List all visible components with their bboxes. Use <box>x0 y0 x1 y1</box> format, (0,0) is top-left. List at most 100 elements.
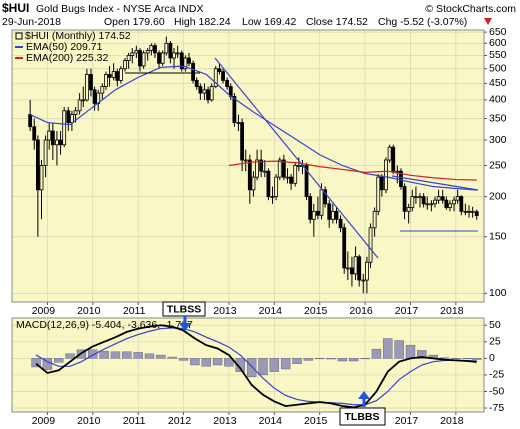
histogram-bar <box>371 348 382 359</box>
candle-body <box>247 159 252 191</box>
candle-body <box>232 96 237 123</box>
x-tick-label: 2010 <box>77 305 101 317</box>
candle-body <box>414 196 418 199</box>
candle-body <box>236 122 241 124</box>
panel-border <box>11 29 485 303</box>
x-tick-label: 2017 <box>395 415 419 427</box>
x-tick-label: 2010 <box>77 415 101 427</box>
y-tick-label: 350 <box>489 112 507 124</box>
x-tick-label: 2015 <box>304 305 328 317</box>
candle-body <box>84 74 89 101</box>
y-tick-label: 550 <box>489 49 507 61</box>
candle-body <box>459 196 464 212</box>
candle-body <box>338 218 343 229</box>
candle-body <box>47 130 52 141</box>
candle-body <box>440 196 445 201</box>
candle-body <box>429 203 434 206</box>
candle-body <box>111 71 116 78</box>
candle-body <box>327 203 332 220</box>
candle-body <box>104 74 108 87</box>
candle-body <box>221 71 225 81</box>
histogram-bar <box>144 353 155 359</box>
candle-body <box>157 52 161 64</box>
histogram-bar <box>110 351 121 359</box>
candle-body <box>421 196 426 205</box>
candle-body <box>115 71 120 81</box>
candle-body <box>262 170 267 173</box>
candle-body <box>345 267 350 270</box>
candle-body <box>58 139 63 146</box>
candle-body <box>138 50 142 67</box>
candle-body <box>376 176 381 212</box>
y-tick-label: -50 <box>489 385 504 397</box>
candle-body <box>266 170 271 198</box>
histogram-bar <box>326 358 336 360</box>
candle-body <box>384 159 388 191</box>
y-tick-label: -75 <box>489 402 504 414</box>
plot-area: 6506005505004504003503002502001501002009… <box>11 26 507 427</box>
candle-body <box>372 210 377 229</box>
y-tick-label: 500 <box>489 63 507 75</box>
histogram-bar <box>405 344 416 359</box>
macd-line <box>35 324 477 409</box>
candle-body <box>315 210 320 216</box>
candle-body <box>395 170 400 173</box>
candle-body <box>209 86 214 101</box>
legend-swatch <box>15 32 23 40</box>
candle-body <box>168 42 173 59</box>
index-name: Gold Bugs Index - NYSE Arca INDX <box>36 3 204 15</box>
histogram-bar <box>99 350 109 359</box>
candle-body <box>402 186 407 212</box>
arrow-head <box>179 323 191 331</box>
x-tick-label: 2018 <box>440 415 464 427</box>
candle-body <box>308 196 313 220</box>
candle-body <box>452 199 456 205</box>
y-tick-label: -25 <box>489 369 504 381</box>
candle-body <box>342 227 347 269</box>
histogram-bar <box>383 338 393 359</box>
candle-body <box>361 279 366 282</box>
histogram-bar <box>224 358 234 367</box>
candle-body <box>130 52 135 56</box>
candle-body <box>243 159 248 162</box>
histogram-bar <box>292 358 302 364</box>
candle-body <box>255 159 259 178</box>
candle-body <box>274 176 279 198</box>
x-tick-label: 2012 <box>168 415 192 427</box>
candle-body <box>467 210 471 213</box>
candle-body <box>436 196 441 201</box>
candle-body <box>187 57 191 64</box>
histogram-bar <box>269 358 280 372</box>
date: 29-Jun-2018 <box>2 16 61 28</box>
y-tick-label: 50 <box>489 319 501 331</box>
candle-body <box>433 199 437 205</box>
candle-body <box>240 122 245 161</box>
candle-body <box>28 114 33 128</box>
histogram-bar <box>315 358 325 360</box>
candle-body <box>50 130 55 146</box>
candle-body <box>183 57 188 70</box>
candle-body <box>70 114 74 123</box>
candle-body <box>119 68 123 81</box>
candle-body <box>281 159 286 178</box>
low: Low 169.42 <box>242 16 296 28</box>
ema-line <box>29 65 477 191</box>
high: High 182.24 <box>174 16 231 28</box>
y-tick-label: 300 <box>489 134 507 146</box>
candle-body <box>350 267 354 275</box>
histogram-bar <box>167 356 177 359</box>
candle-body <box>406 207 411 212</box>
candle-body <box>145 50 150 54</box>
candle-body <box>107 74 112 78</box>
histogram-bar <box>133 352 143 359</box>
candle-body <box>123 60 127 70</box>
x-tick-label: 2017 <box>395 305 419 317</box>
candle-body <box>77 99 82 112</box>
candle-body <box>202 89 207 94</box>
candle-body <box>387 146 392 161</box>
candle-body <box>357 256 362 281</box>
histogram-bar <box>394 340 404 359</box>
histogram-bar <box>156 354 166 359</box>
candle-body <box>39 165 44 191</box>
